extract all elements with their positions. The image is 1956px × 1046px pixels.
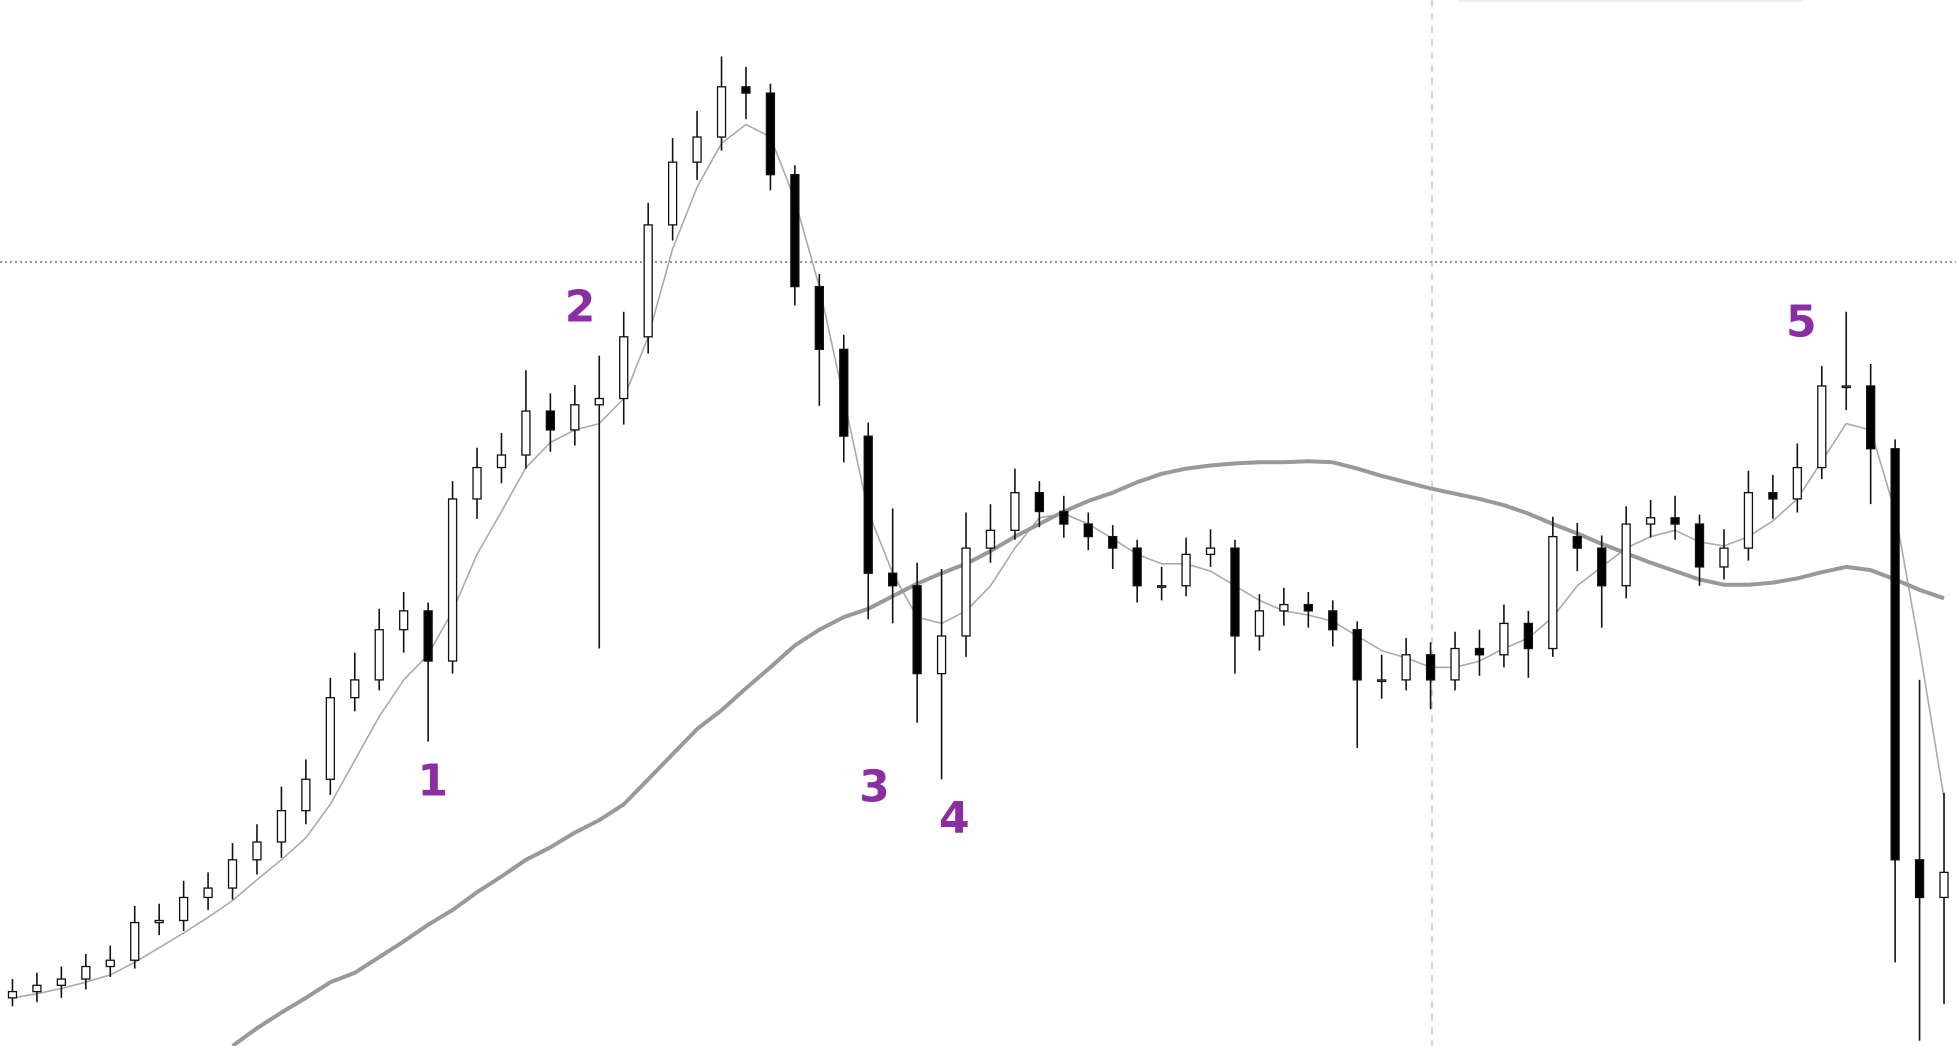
candle-body xyxy=(594,397,604,406)
tooltip-edge xyxy=(1458,0,1803,2)
candle-body xyxy=(1792,466,1802,500)
candle-body xyxy=(545,410,556,431)
candle-body xyxy=(252,841,262,861)
candle-body xyxy=(374,629,384,681)
candle-body xyxy=(1034,492,1045,513)
candle-body xyxy=(105,959,115,968)
candle-body xyxy=(888,572,898,587)
candle-body xyxy=(130,921,140,961)
annotation-label: 4 xyxy=(939,793,970,844)
candle-body xyxy=(1059,510,1069,525)
candle-body xyxy=(814,285,824,351)
candle-body xyxy=(32,984,42,993)
candle-body xyxy=(1694,523,1705,568)
candle-body xyxy=(203,887,213,899)
candle-body xyxy=(1474,647,1485,656)
moving-average-line xyxy=(231,459,1945,1046)
candle-body xyxy=(1768,492,1778,500)
candle-body xyxy=(839,348,849,437)
annotation-label: 1 xyxy=(418,755,449,806)
candle-body xyxy=(496,454,507,469)
annotations: 1 2 34 5 xyxy=(418,281,1817,843)
candle-body xyxy=(423,610,433,662)
candle-body xyxy=(1719,547,1729,568)
candle-body xyxy=(1108,535,1118,549)
candle-body xyxy=(1303,603,1313,612)
candle-body xyxy=(1083,523,1093,538)
candle-body xyxy=(1523,622,1534,650)
candle-body xyxy=(1352,629,1362,681)
candle-body xyxy=(301,778,311,812)
candle-body xyxy=(1866,385,1876,450)
candle-body xyxy=(961,547,971,637)
candle-body xyxy=(399,610,409,631)
candle-body xyxy=(692,136,702,163)
candle-body xyxy=(7,990,18,999)
candle-body xyxy=(1377,679,1387,683)
candle-body xyxy=(1621,523,1631,587)
candle-body xyxy=(447,498,458,662)
annotation-label: 2 xyxy=(565,281,596,332)
candle-body xyxy=(741,86,751,94)
candle-body xyxy=(1132,547,1142,587)
candle-body xyxy=(227,859,238,889)
candle-body xyxy=(1328,610,1338,631)
candle-body xyxy=(178,896,189,922)
candle-body xyxy=(521,410,531,456)
candle-body xyxy=(1572,535,1582,549)
candle-body xyxy=(1817,385,1827,469)
annotation-label: 5 xyxy=(1786,296,1817,347)
candle-body xyxy=(1450,647,1460,681)
candle-body xyxy=(1279,603,1289,612)
candle-body xyxy=(985,529,996,549)
candle-body xyxy=(56,978,67,986)
candle-body xyxy=(936,635,947,675)
candle-body xyxy=(1645,517,1656,525)
candle-body xyxy=(1499,622,1509,656)
candle-body xyxy=(1401,654,1411,681)
candle-body xyxy=(350,679,360,699)
candle-body xyxy=(154,919,164,924)
candle-body xyxy=(1254,610,1265,637)
candle-body xyxy=(1914,859,1925,899)
candle-body xyxy=(570,404,580,431)
candle-body xyxy=(1156,585,1167,588)
candle-body xyxy=(1890,448,1900,861)
candle-body xyxy=(1939,871,1949,899)
candle-body xyxy=(276,810,287,843)
candle-body xyxy=(1010,492,1020,531)
candle-body xyxy=(1205,547,1216,556)
candle-body xyxy=(1743,492,1754,549)
moving-averages xyxy=(12,123,1945,1046)
candle-body xyxy=(765,92,776,176)
candle-body xyxy=(863,435,873,574)
candle-body xyxy=(716,86,727,138)
candle-body xyxy=(1425,654,1436,681)
candle-body xyxy=(1597,547,1607,587)
candle-body xyxy=(81,965,91,980)
candle-body xyxy=(472,466,482,500)
moving-average-line xyxy=(12,123,1945,999)
annotation-label: 3 xyxy=(859,762,890,813)
candle-body xyxy=(325,697,335,780)
candle-body xyxy=(643,224,653,338)
candle-body xyxy=(619,336,629,400)
candle-body xyxy=(1230,547,1240,637)
candle-body xyxy=(1548,535,1558,650)
candle-body xyxy=(790,174,800,288)
candle-body xyxy=(912,585,922,675)
candle-body xyxy=(1181,553,1191,587)
candle-body xyxy=(1670,517,1680,525)
candle-body xyxy=(1841,385,1851,389)
candle-body xyxy=(667,161,678,226)
candles xyxy=(7,56,1949,1041)
